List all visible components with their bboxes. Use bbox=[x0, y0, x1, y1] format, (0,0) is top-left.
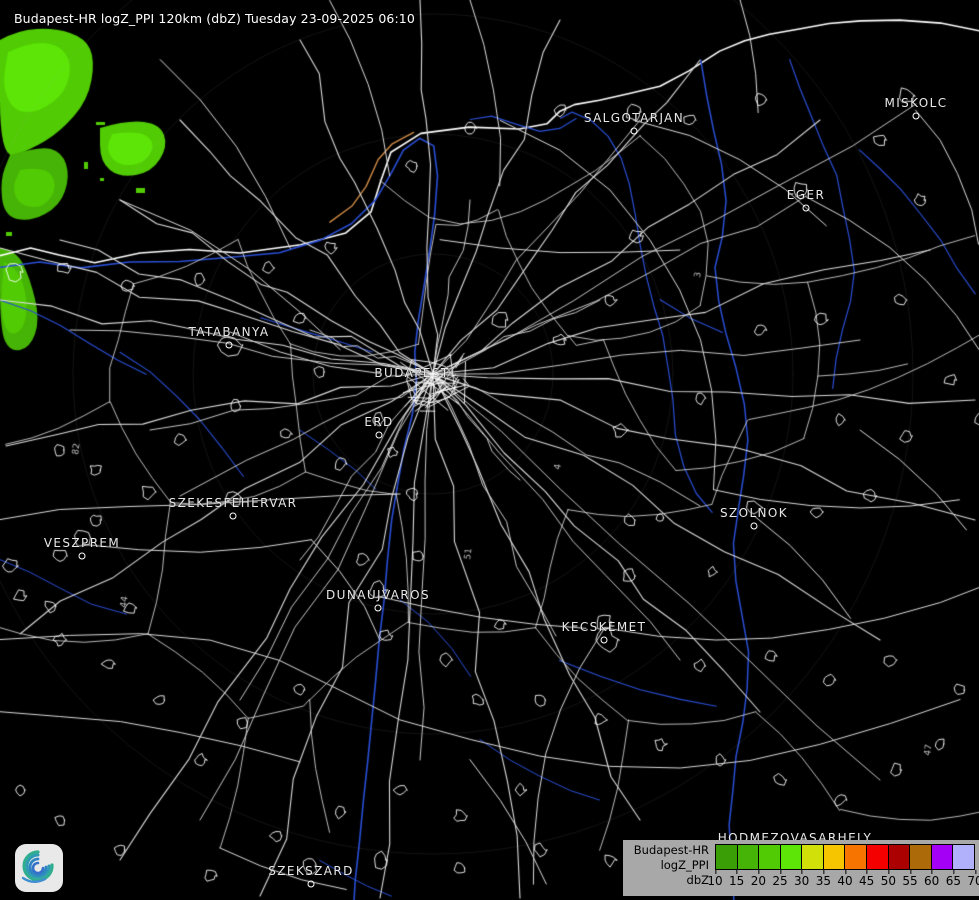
city-label-szekesfehervar: SZEKESFEHERVAR bbox=[168, 496, 298, 510]
legend-tick-row: 10 15 20 25 30 35 40 45 50 55 60 65 70 bbox=[707, 870, 979, 892]
city-marker-salgotarjan bbox=[630, 127, 638, 135]
legend-tick-50: 50 bbox=[880, 870, 896, 888]
city-marker-kecskemet bbox=[600, 636, 608, 644]
city-marker-eger bbox=[802, 204, 810, 212]
legend-tick-65: 65 bbox=[945, 870, 961, 888]
city-marker-szekszard bbox=[307, 880, 315, 888]
city-label-szekszard: SZEKSZARD bbox=[268, 864, 354, 878]
city-label-salgotarjan: SALGOTARJAN bbox=[583, 111, 685, 125]
legend-swatch-50-55 bbox=[888, 845, 911, 869]
city-marker-miskolc bbox=[912, 112, 920, 120]
city-marker-tatabanya bbox=[225, 341, 233, 349]
legend-tick-70: 70 bbox=[967, 870, 979, 888]
legend-caption-line1: Budapest-HR bbox=[633, 843, 709, 857]
city-label-eger: EGER bbox=[786, 188, 826, 202]
legend-swatch-strip bbox=[715, 844, 975, 870]
city-label-dunaujvaros: DUNAUJVAROS bbox=[326, 588, 430, 602]
legend-swatch-25-30 bbox=[780, 845, 803, 869]
legend-swatch-20-25 bbox=[759, 845, 781, 869]
radar-site-marker bbox=[428, 369, 438, 379]
legend-caption: Budapest-HR logZ_PPI dbZ bbox=[623, 840, 715, 888]
city-label-miskolc: MISKOLC bbox=[884, 96, 948, 110]
legend-panel: Budapest-HR logZ_PPI dbZ 10 15 20 25 30 35 40 4… bbox=[623, 840, 979, 896]
legend-tick-10: 10 bbox=[707, 870, 723, 888]
legend-swatch-65-70 bbox=[953, 845, 974, 869]
page-title: Budapest-HR logZ_PPI 120km (dbZ) Tuesday… bbox=[14, 11, 415, 26]
legend-tick-60: 60 bbox=[924, 870, 940, 888]
legend-swatch-35-40 bbox=[823, 845, 846, 869]
legend-swatch-15-20 bbox=[737, 845, 760, 869]
legend-swatch-60-65 bbox=[931, 845, 954, 869]
met-service-logo[interactable] bbox=[14, 843, 64, 893]
legend-swatch-40-45 bbox=[845, 845, 868, 869]
legend-tick-45: 45 bbox=[859, 870, 875, 888]
legend-swatch-10-15 bbox=[716, 845, 738, 869]
legend-tick-20: 20 bbox=[750, 870, 766, 888]
legend-tick-55: 55 bbox=[902, 870, 918, 888]
city-label-szolnok: SZOLNOK bbox=[719, 506, 789, 520]
city-marker-veszprem bbox=[78, 552, 86, 560]
legend-scale: 10 15 20 25 30 35 40 45 50 55 60 65 70 bbox=[707, 840, 979, 892]
legend-tick-40: 40 bbox=[837, 870, 853, 888]
city-label-veszprem: VESZPREM bbox=[43, 536, 121, 550]
city-marker-szolnok bbox=[750, 522, 758, 530]
legend-swatch-55-60 bbox=[910, 845, 932, 869]
city-label-tatabanya: TATABANYA bbox=[188, 325, 270, 339]
city-label-erd: ERD bbox=[364, 415, 394, 429]
city-marker-dunaujvaros bbox=[374, 604, 382, 612]
legend-swatch-30-35 bbox=[802, 845, 824, 869]
legend-swatch-45-50 bbox=[867, 845, 889, 869]
legend-tick-25: 25 bbox=[772, 870, 788, 888]
city-marker-erd bbox=[375, 431, 383, 439]
city-label-kecskemet: KECSKEMET bbox=[561, 620, 647, 634]
city-marker-szekesfehervar bbox=[229, 512, 237, 520]
legend-tick-15: 15 bbox=[729, 870, 745, 888]
legend-caption-line3: dbZ bbox=[686, 873, 709, 887]
legend-caption-line2: logZ_PPI bbox=[660, 858, 709, 872]
legend-tick-30: 30 bbox=[794, 870, 810, 888]
city-label-budapest: BUDAPEST bbox=[374, 366, 450, 380]
legend-tick-35: 35 bbox=[815, 870, 831, 888]
